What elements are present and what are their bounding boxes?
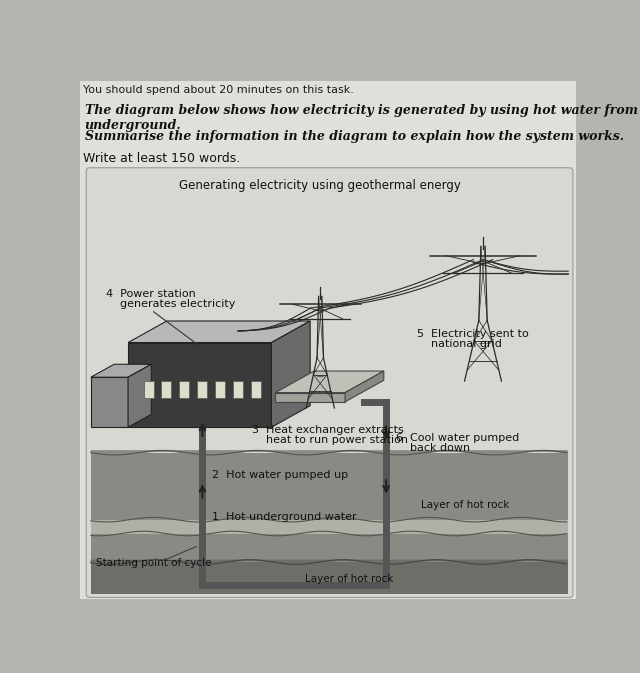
Text: The diagram below shows how electricity is generated by using hot water from: The diagram below shows how electricity … bbox=[84, 104, 637, 117]
Text: 5  Electricity sent to: 5 Electricity sent to bbox=[417, 328, 529, 339]
Bar bbox=[215, 381, 225, 398]
Polygon shape bbox=[128, 343, 271, 427]
Bar bbox=[143, 381, 154, 398]
Bar bbox=[179, 381, 189, 398]
Bar bbox=[250, 381, 260, 398]
Text: underground.: underground. bbox=[84, 119, 181, 133]
Bar bbox=[91, 520, 568, 534]
Bar bbox=[233, 381, 243, 398]
Text: 1  Hot underground water: 1 Hot underground water bbox=[212, 512, 356, 522]
Text: Summarise the information in the diagram to explain how the system works.: Summarise the information in the diagram… bbox=[84, 130, 624, 143]
Polygon shape bbox=[128, 364, 151, 427]
Text: generates electricity: generates electricity bbox=[106, 299, 235, 309]
Text: back down: back down bbox=[396, 443, 470, 453]
Text: 3  Heat exchanger extracts: 3 Heat exchanger extracts bbox=[252, 425, 404, 435]
Text: national grid: national grid bbox=[417, 339, 502, 349]
Text: Generating electricity using geothermal energy: Generating electricity using geothermal … bbox=[179, 178, 461, 192]
Text: heat to run power station: heat to run power station bbox=[252, 435, 408, 445]
Text: You should spend about 20 minutes on this task.: You should spend about 20 minutes on thi… bbox=[83, 85, 354, 95]
Polygon shape bbox=[91, 364, 151, 377]
Text: Layer of hot rock: Layer of hot rock bbox=[305, 573, 393, 583]
Text: Layer of hot rock: Layer of hot rock bbox=[421, 501, 509, 510]
Polygon shape bbox=[275, 392, 345, 402]
Bar bbox=[161, 381, 172, 398]
Text: Starting point of cycle: Starting point of cycle bbox=[95, 558, 211, 568]
FancyBboxPatch shape bbox=[86, 168, 573, 598]
Polygon shape bbox=[345, 371, 384, 402]
Bar bbox=[91, 562, 568, 594]
Polygon shape bbox=[91, 377, 128, 427]
Polygon shape bbox=[128, 321, 310, 343]
Text: Write at least 150 words.: Write at least 150 words. bbox=[83, 152, 241, 166]
Polygon shape bbox=[275, 371, 384, 392]
Text: 2  Hot water pumped up: 2 Hot water pumped up bbox=[212, 470, 348, 480]
Bar bbox=[91, 453, 568, 594]
Polygon shape bbox=[271, 321, 310, 427]
Text: 4  Power station: 4 Power station bbox=[106, 289, 195, 299]
Bar bbox=[197, 381, 207, 398]
Text: 6  Cool water pumped: 6 Cool water pumped bbox=[396, 433, 520, 443]
